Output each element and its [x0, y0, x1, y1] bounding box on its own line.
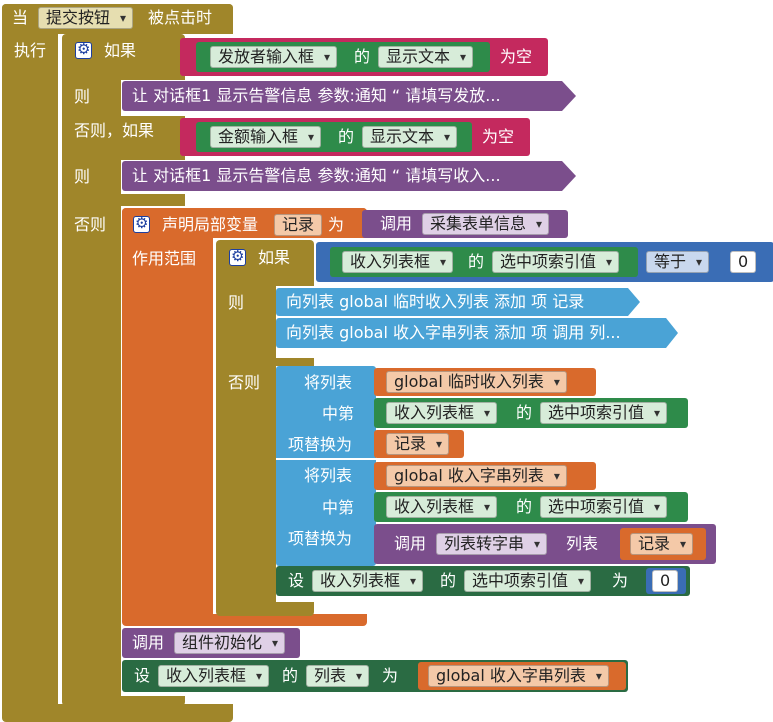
replace2-list-dropdown[interactable]: global 收入字串列表	[386, 465, 567, 487]
elseif-dialog-call-block[interactable]	[122, 161, 562, 191]
set-list-prop-dropdown[interactable]: 列表	[306, 665, 370, 687]
set-index-prop-dropdown[interactable]: 选中项索引值	[464, 570, 592, 592]
add-item-text-2: 向列表 global 收入字串列表 添加 项 调用 列...	[286, 323, 621, 342]
call-collect-form-label: 调用	[380, 214, 413, 233]
if1-then-label: 则	[74, 87, 91, 106]
replace1-item-label: 项替换为	[288, 435, 353, 454]
set-list-value-dropdown[interactable]: global 收入字串列表	[428, 665, 609, 687]
compare-component-dropdown[interactable]: 收入列表框	[342, 251, 454, 273]
compare-op-dropdown[interactable]: 等于	[646, 251, 710, 273]
mutator-gear-icon[interactable]	[75, 40, 92, 59]
event-do-label: 执行	[14, 41, 47, 60]
inner-then-label: 则	[228, 293, 245, 312]
replace2-of-label: 的	[516, 497, 533, 516]
local-variable-block-header[interactable]	[122, 208, 367, 238]
if1-if-label: 如果	[104, 41, 137, 60]
set-index-to-label: 为	[612, 571, 629, 590]
scope-label: 作用范围	[132, 249, 197, 268]
set-index-component-dropdown[interactable]: 收入列表框	[312, 570, 424, 592]
inner-if-gear-icon[interactable]	[229, 247, 246, 266]
replace2-arg-dropdown[interactable]: 记录	[630, 533, 694, 555]
replace1-item-dropdown[interactable]: 记录	[386, 433, 450, 455]
event-name-label: 被点击时	[148, 8, 213, 27]
elseif-dialog-call-tail	[562, 161, 576, 191]
if1-of-label: 的	[354, 47, 371, 66]
inner-if-label: 如果	[258, 248, 291, 267]
set-index-number-field[interactable]: 0	[652, 570, 679, 592]
replace2-prop-dropdown[interactable]: 选中项索引值	[540, 496, 668, 518]
call-init-label: 调用	[132, 633, 165, 652]
add-item-text-1: 向列表 global 临时收入列表 添加 项 记录	[286, 292, 585, 311]
elseif-then-label: 则	[74, 167, 91, 186]
add-item-block-1-tail	[628, 288, 640, 316]
event-when-label: 当	[12, 8, 29, 27]
replace2-proc-dropdown[interactable]: 列表转字串	[436, 533, 548, 555]
compare-number-field[interactable]: 0	[730, 251, 757, 273]
elseif-prop-dropdown[interactable]: 显示文本	[362, 126, 458, 148]
replace2-arg-label: 列表	[566, 534, 599, 553]
set-list-set-label: 设	[134, 666, 151, 685]
replace1-index-label: 中第	[322, 404, 355, 423]
set-index-of-label: 的	[440, 571, 457, 590]
replace2-index-label: 中第	[322, 498, 355, 517]
if1-prop-dropdown[interactable]: 显示文本	[378, 46, 474, 68]
elseif-is-empty-label: 为空	[482, 127, 515, 146]
add-item-block-2-tail	[666, 318, 678, 348]
if1-dialog-call-text: 让 对话框1 显示告警信息 参数:通知 “ 请填写发放...	[132, 86, 501, 105]
compare-prop-dropdown[interactable]: 选中项索引值	[492, 251, 620, 273]
local-var-gear-icon[interactable]	[133, 214, 150, 233]
elseif-component-dropdown[interactable]: 金额输入框	[210, 126, 322, 148]
add-item-block-1[interactable]	[276, 288, 628, 316]
replace2-call-label: 调用	[394, 534, 427, 553]
declare-label: 声明局部变量	[162, 215, 259, 234]
elseif-label: 否则，如果	[74, 121, 155, 140]
replace2-item-label: 项替换为	[288, 529, 353, 548]
replace-item-block-2[interactable]	[276, 460, 376, 566]
replace-item-block-1[interactable]	[276, 366, 376, 458]
elseif-dialog-call-text: 让 对话框1 显示告警信息 参数:通知 “ 请填写收入...	[132, 166, 501, 185]
set-list-component-dropdown[interactable]: 收入列表框	[158, 665, 270, 687]
inner-else-label: 否则	[228, 373, 261, 392]
replace1-component-dropdown[interactable]: 收入列表框	[386, 402, 498, 424]
replace1-list-dropdown[interactable]: global 临时收入列表	[386, 371, 567, 393]
replace2-component-dropdown[interactable]: 收入列表框	[386, 496, 498, 518]
declare-as-label: 为	[328, 215, 345, 234]
replace1-of-label: 的	[516, 403, 533, 422]
set-index-set-label: 设	[288, 571, 305, 590]
add-item-block-2[interactable]	[276, 318, 666, 348]
replace1-list-label: 将列表	[304, 373, 353, 392]
compare-of-label: 的	[468, 252, 485, 271]
event-component-dropdown[interactable]: 提交按钮	[38, 7, 134, 29]
else-label: 否则	[74, 215, 107, 234]
call-collect-form-dropdown[interactable]: 采集表单信息	[422, 213, 550, 235]
replace1-prop-dropdown[interactable]: 选中项索引值	[540, 402, 668, 424]
if1-dialog-call-block[interactable]	[122, 81, 562, 111]
call-init-dropdown[interactable]: 组件初始化	[174, 632, 286, 654]
set-list-to-label: 为	[382, 666, 399, 685]
if1-component-dropdown[interactable]: 发放者输入框	[210, 46, 338, 68]
if1-dialog-call-tail	[562, 81, 576, 111]
if1-is-empty-label: 为空	[500, 47, 533, 66]
replace2-list-label: 将列表	[304, 466, 353, 485]
set-list-of-label: 的	[282, 666, 299, 685]
elseif-of-label: 的	[338, 127, 355, 146]
local-var-name-field[interactable]: 记录	[274, 214, 323, 236]
